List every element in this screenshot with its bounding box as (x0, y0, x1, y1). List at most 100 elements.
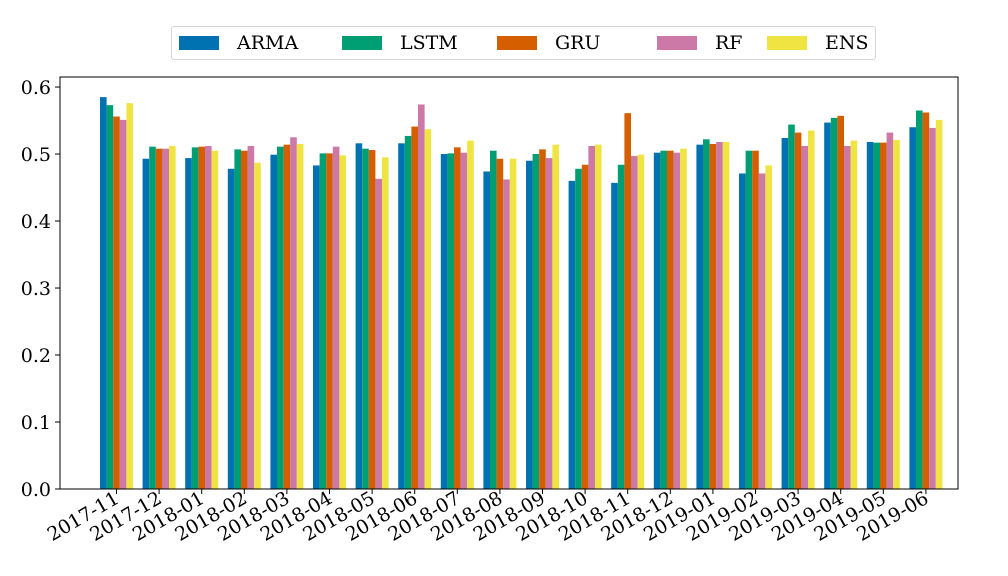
bar-ens-2019-01 (722, 141, 730, 490)
bar-gru-2018-09 (539, 149, 546, 489)
bar-ens-2017-11 (126, 103, 133, 489)
bar-arma-2018-03 (270, 154, 277, 489)
y-tick-label: 0.4 (21, 211, 51, 233)
bar-arma-2018-12 (653, 152, 661, 489)
bar-lstm-2018-03 (277, 146, 284, 490)
y-tick-label: 0.6 (21, 77, 51, 99)
bar-lstm-2018-10 (575, 168, 582, 489)
bar-arma-2018-06 (398, 143, 405, 489)
bar-arma-2019-01 (696, 144, 703, 489)
bar-arma-2019-04 (824, 122, 831, 490)
bar-arma-2018-04 (313, 165, 320, 489)
bar-lstm-2018-04 (319, 153, 327, 489)
bar-ens-2019-05 (893, 139, 900, 489)
bar-arma-2018-08 (483, 171, 490, 489)
bar-gru-2018-02 (241, 150, 248, 489)
bar-rf-2019-03 (801, 146, 808, 489)
bar-lstm-2019-01 (703, 139, 710, 490)
bar-ens-2018-04 (339, 155, 346, 489)
bar-arma-2018-11 (611, 182, 618, 489)
legend-label: ARMA (237, 32, 299, 54)
bar-ens-2018-05 (382, 157, 389, 489)
bar-arma-2019-03 (781, 137, 789, 489)
bar-rf-2018-10 (588, 146, 595, 489)
bar-ens-2018-08 (509, 158, 517, 490)
bar-ens-2018-01 (211, 150, 219, 489)
bar-rf-2017-11 (119, 119, 127, 490)
bar-arma-2019-02 (739, 173, 746, 489)
bar-arma-2017-11 (100, 97, 107, 489)
bar-rf-2018-04 (332, 146, 340, 490)
bar-rf-2017-12 (162, 148, 169, 489)
legend: ARMA LSTM GRU RF ENS (171, 26, 876, 60)
bar-arma-2017-12 (142, 158, 150, 490)
bar-lstm-2019-02 (745, 150, 753, 489)
bar-arma-2018-01 (185, 158, 192, 489)
bar-lstm-2019-05 (873, 142, 880, 489)
legend-swatch (342, 36, 382, 50)
bar-ens-2018-10 (595, 144, 602, 489)
bar-gru-2018-10 (581, 164, 589, 489)
bar-gru-2019-03 (794, 132, 802, 489)
bar-rf-2019-06 (929, 127, 936, 489)
bar-gru-2018-05 (368, 150, 376, 489)
bar-arma-2018-05 (355, 143, 363, 489)
bar-lstm-2018-12 (660, 150, 667, 489)
bar-rf-2019-05 (886, 132, 894, 489)
legend-item-gru: GRU (497, 27, 601, 59)
y-tick-label: 0.0 (21, 479, 51, 501)
y-tick-label: 0.3 (21, 278, 51, 300)
bar-ens-2019-02 (765, 165, 772, 489)
bar-rf-2018-05 (375, 178, 382, 489)
bar-gru-2018-11 (624, 113, 631, 490)
legend-item-ens: ENS (767, 27, 869, 59)
bar-ens-2018-12 (680, 148, 687, 489)
bar-gru-2018-04 (326, 153, 333, 489)
bar-lstm-2018-07 (447, 153, 454, 489)
bar-gru-2018-08 (496, 158, 504, 490)
bar-rf-2019-01 (716, 141, 723, 490)
legend-item-arma: ARMA (179, 27, 298, 59)
bar-lstm-2018-01 (191, 147, 199, 489)
bars-group (100, 97, 943, 490)
bar-lstm-2017-12 (149, 146, 156, 490)
legend-swatch (179, 36, 219, 50)
bar-rf-2018-03 (290, 137, 297, 490)
bar-gru-2019-01 (709, 143, 717, 490)
legend-item-lstm: LSTM (342, 27, 458, 59)
bar-lstm-2018-02 (234, 149, 241, 489)
bar-gru-2019-05 (880, 142, 887, 489)
bar-ens-2019-04 (850, 140, 858, 489)
bar-gru-2018-07 (454, 147, 461, 489)
legend-swatch (657, 36, 697, 50)
y-tick-label: 0.5 (21, 144, 51, 166)
bar-rf-2018-01 (205, 146, 212, 489)
bar-lstm-2019-04 (830, 117, 838, 490)
bar-gru-2018-06 (411, 126, 418, 489)
bar-rf-2019-04 (844, 146, 851, 489)
legend-item-rf: RF (657, 27, 743, 59)
legend-label: GRU (555, 32, 601, 54)
bar-ens-2019-03 (808, 130, 815, 489)
bar-gru-2018-01 (198, 146, 205, 490)
bar-ens-2018-09 (552, 144, 559, 489)
bar-gru-2019-02 (752, 150, 759, 489)
bar-rf-2018-11 (631, 156, 638, 490)
bar-lstm-2019-03 (788, 124, 795, 489)
bar-ens-2018-03 (296, 143, 304, 490)
bar-gru-2018-03 (283, 144, 291, 489)
bar-ens-2017-12 (169, 146, 176, 489)
bar-ens-2018-07 (467, 140, 474, 489)
bar-ens-2018-11 (637, 154, 645, 489)
bar-rf-2018-06 (418, 104, 425, 489)
bar-gru-2017-11 (113, 116, 120, 489)
legend-label: RF (715, 32, 743, 54)
bar-lstm-2018-09 (532, 154, 540, 490)
bar-lstm-2018-06 (404, 135, 412, 489)
bar-lstm-2018-11 (617, 164, 625, 489)
bar-lstm-2017-11 (106, 105, 114, 489)
legend-label: ENS (825, 32, 869, 54)
legend-swatch (767, 36, 807, 50)
bar-lstm-2018-05 (362, 148, 369, 489)
